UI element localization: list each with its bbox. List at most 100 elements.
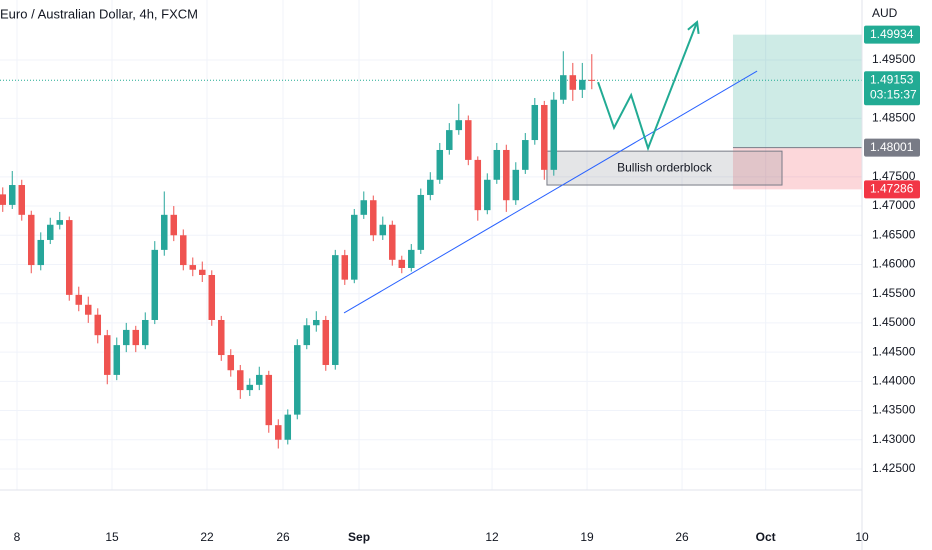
candle-body [113,345,121,375]
candle-body [199,269,206,276]
candle-body [484,179,491,211]
price-label-box [864,138,920,157]
candle-body [94,314,102,336]
candle-body [360,200,368,215]
candle-body [237,370,244,391]
y-tick-label: 1.45500 [872,286,916,300]
candle-body [227,355,235,371]
candle-body [322,319,330,365]
countdown: 03:15:37 [870,87,917,101]
candle-body [408,249,415,268]
stop-zone [732,147,862,190]
candle-body [550,99,558,170]
candle-body [503,149,510,201]
projection-arrowhead [687,20,700,35]
candle-body [284,414,292,440]
x-tick-label: 22 [200,530,214,544]
candle-body [123,329,130,346]
y-tick-label: 1.44500 [872,344,916,358]
candle-body [151,249,159,320]
y-tick-label: 1.43500 [872,403,916,417]
candle-body [351,214,358,280]
candle-body [493,149,501,180]
price-label: 1.47286 [870,182,914,196]
candle-body [303,325,311,346]
candle-body [379,224,387,236]
drawings [0,34,862,314]
candle-body [56,220,64,225]
candle-body [512,169,520,201]
trendline [343,70,758,314]
x-tick-label: 26 [675,530,689,544]
overlays: Bullish orderblock [597,20,713,174]
price-label-box [864,25,920,44]
y-tick-label: 1.47000 [872,198,916,212]
price-label-box [864,180,920,199]
candle-body [256,374,263,385]
candle-body [132,329,140,346]
candle-body [161,214,168,250]
chart-title: Euro / Australian Dollar, 4h, FXCM [0,6,198,21]
x-tick-label: 10 [855,530,869,544]
y-tick-label: 1.44000 [872,374,916,388]
y-tick-label: 1.45000 [872,315,916,329]
candle-body [522,140,529,170]
candle-body [218,319,225,356]
candle-body [455,120,463,131]
candle-body [294,345,301,415]
y-tick-label: 1.42500 [872,461,916,475]
y-tick-label: 1.49500 [872,52,916,66]
candle-body [474,159,482,211]
x-tick-label: 26 [276,530,290,544]
candle-body [398,259,406,268]
candle-body [341,255,349,280]
candle-body [47,224,54,240]
candle-body [85,304,92,315]
candle-body [37,239,45,266]
candle-body [588,79,596,81]
candle-body [313,319,320,326]
candle-body [9,185,16,205]
candle-body [560,75,567,100]
price-label: 1.49934 [870,27,914,41]
candle-body [66,220,73,295]
candle-body [531,104,539,141]
candle-body [436,149,444,180]
y-tick-label: 1.46000 [872,257,916,271]
candle-body [427,179,434,195]
candle-body [569,75,577,90]
projection-path [597,21,699,152]
axes: 1.42500 1.43000 1.43500 1.44000 1.44500 1.450… [14,25,920,544]
x-tick-label: 19 [580,530,594,544]
candle-body [104,335,111,375]
candle-body [18,185,26,215]
x-tick-label: Oct [756,530,776,544]
candle-body [246,384,254,391]
candle-body [208,275,216,320]
candle-body [446,130,453,150]
x-tick-label: 15 [105,530,119,544]
candle-body [75,294,83,305]
x-tick-label: Sep [348,530,370,544]
price-label: 1.48001 [870,140,914,154]
currency-label: AUD [872,6,898,20]
y-tick-label: 1.48500 [872,111,916,125]
candle-body [180,235,187,266]
candle-body [189,265,197,270]
candle-body [170,214,178,236]
current-price-label: 1.49153 [870,72,914,86]
target-zone [732,34,862,148]
orderblock-label: Bullish orderblock [617,160,713,174]
candle-body [265,374,273,426]
y-tick-label: 1.46500 [872,227,916,241]
candle-body [417,194,425,250]
candle-body [389,224,396,260]
current-price-box [864,71,920,106]
candle-body [465,120,472,160]
candle-body [332,255,339,365]
candle-body [541,104,548,170]
candles [0,51,596,449]
candle-body [579,79,586,90]
y-tick-label: 1.47500 [872,169,916,183]
